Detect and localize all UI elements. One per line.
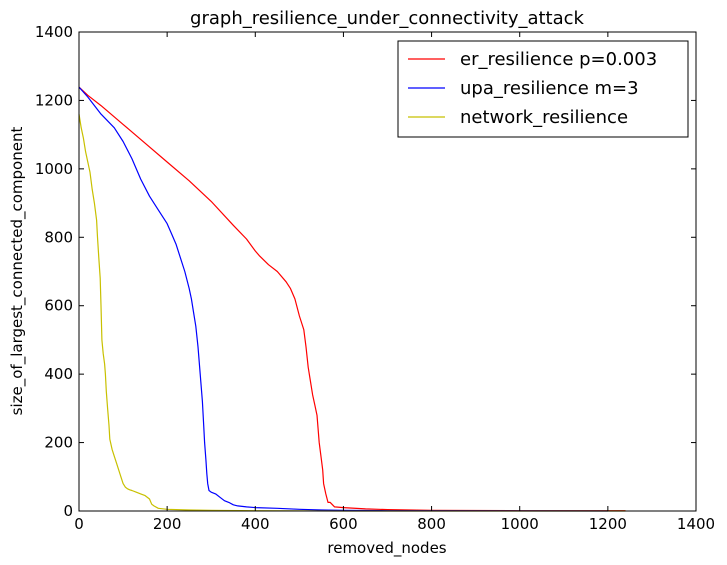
legend: er_resilience p=0.003 upa_resilience m=3 n… bbox=[397, 40, 689, 138]
y-tick-label: 1000 bbox=[35, 160, 73, 178]
x-tick-label: 400 bbox=[241, 515, 270, 533]
chart-title: graph_resilience_under_connectivity_atta… bbox=[190, 8, 585, 29]
x-tick-label: 1200 bbox=[589, 515, 627, 533]
series-layer bbox=[78, 86, 626, 512]
y-axis-label: size_of_largest_connected_component bbox=[8, 127, 27, 416]
ticks-layer: 0 200 400 600 800 1000 1200 1400 0 200 400 600 800 10… bbox=[35, 23, 715, 533]
x-tick-label: 200 bbox=[153, 515, 182, 533]
y-tick-label: 600 bbox=[44, 297, 73, 315]
y-tick-label: 1400 bbox=[35, 23, 73, 41]
y-tick-label: 0 bbox=[63, 502, 73, 520]
y-tick-label: 200 bbox=[44, 434, 73, 452]
legend-label-0: er_resilience p=0.003 bbox=[460, 49, 657, 70]
x-tick-label: 1400 bbox=[677, 515, 715, 533]
x-tick-label: 1000 bbox=[501, 515, 539, 533]
series-line-1 bbox=[78, 86, 608, 512]
legend-box bbox=[397, 40, 689, 138]
plot-frame bbox=[78, 31, 697, 512]
y-tick-label: 800 bbox=[44, 228, 73, 246]
x-tick-label: 600 bbox=[329, 515, 358, 533]
y-tick-label: 1200 bbox=[35, 91, 73, 109]
series-line-0 bbox=[78, 86, 626, 512]
legend-label-2: network_resilience bbox=[460, 107, 628, 128]
legend-label-1: upa_resilience m=3 bbox=[460, 78, 639, 99]
y-tick-label: 400 bbox=[44, 365, 73, 383]
x-tick-label: 0 bbox=[74, 515, 84, 533]
x-tick-label: 800 bbox=[417, 515, 446, 533]
series-line-2 bbox=[78, 114, 626, 512]
x-axis-label: removed_nodes bbox=[327, 539, 446, 558]
